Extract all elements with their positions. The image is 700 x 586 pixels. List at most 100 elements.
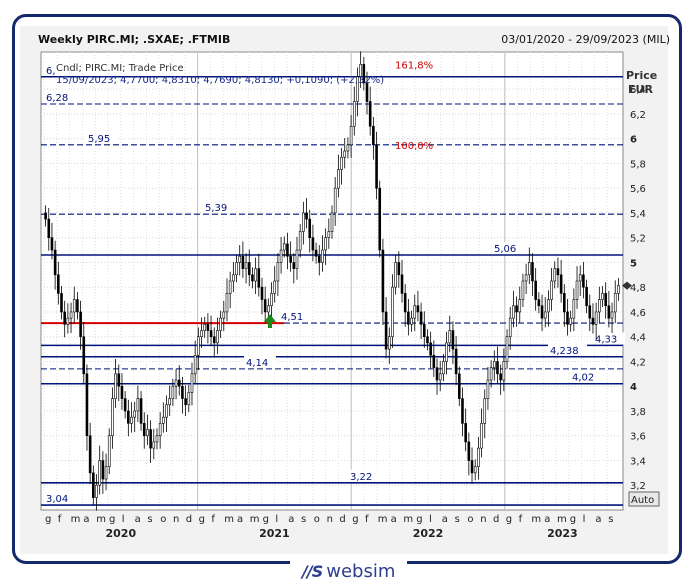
candle-body <box>483 398 487 424</box>
x-month-label: g <box>199 514 205 525</box>
level-label-bg <box>593 332 625 345</box>
y-tick-label: 3,8 <box>630 407 646 418</box>
x-month-label: f <box>211 514 215 525</box>
candle-body <box>101 460 105 480</box>
candle-body <box>531 262 534 282</box>
candle-body <box>540 305 544 319</box>
candle-body <box>177 379 181 387</box>
candle-body <box>598 299 601 313</box>
last-price-marker <box>622 281 632 290</box>
candle-body <box>193 354 197 375</box>
candle-body <box>410 317 413 325</box>
candle-body <box>241 255 245 269</box>
candle-body <box>85 373 89 437</box>
x-month-label: d <box>493 514 499 525</box>
x-month-label: a <box>595 514 601 525</box>
candle-body <box>327 231 331 238</box>
candle-body <box>337 169 340 189</box>
auto-button-label: Auto <box>631 495 654 506</box>
candle-body <box>505 336 509 362</box>
x-month-label: l <box>429 514 432 525</box>
candle-body <box>448 330 452 344</box>
x-month-label: o <box>314 514 320 525</box>
candle-body <box>127 410 130 424</box>
x-month-label: a <box>237 514 243 525</box>
y-tick-label: 6,4 <box>630 85 646 96</box>
candle-body <box>184 398 187 406</box>
candle-body <box>72 299 76 313</box>
x-month-label: m <box>250 514 260 525</box>
y-tick-label: 5 <box>630 258 637 269</box>
candle-body <box>486 379 490 399</box>
level-label: 3,04 <box>46 494 68 505</box>
candle-body <box>238 255 242 263</box>
level-label: 4,238 <box>550 346 579 357</box>
level-label-bg <box>348 469 380 482</box>
candle-body <box>518 299 522 313</box>
candle-body <box>53 249 57 276</box>
x-month-label: s <box>301 514 306 525</box>
y-tick-label: 3,2 <box>630 481 646 492</box>
level-label-bg <box>44 63 62 76</box>
candle-body <box>302 212 305 232</box>
candle-body <box>63 311 66 325</box>
y-tick-label: 4,6 <box>630 308 646 319</box>
candle-body <box>461 398 464 424</box>
candle-body <box>470 460 474 474</box>
candle-body <box>257 268 261 288</box>
x-month-label: m <box>224 514 234 525</box>
candle-body <box>429 342 432 356</box>
candle-body <box>57 274 60 294</box>
candle-body <box>292 262 296 269</box>
candle-body <box>464 423 467 443</box>
auto-button[interactable]: Auto <box>628 491 660 507</box>
candle-body <box>162 416 165 424</box>
websim-mark-icon: //S <box>302 561 323 581</box>
level-label-bg <box>44 492 76 505</box>
candle-body <box>422 324 426 338</box>
candle-body <box>219 317 222 331</box>
candle-body <box>394 262 397 288</box>
candle-body <box>457 373 461 399</box>
candle-body <box>247 262 251 276</box>
candle-body <box>362 64 366 84</box>
level-label-bg <box>548 343 587 356</box>
candle-body <box>543 311 547 319</box>
candle-body <box>454 348 458 375</box>
candle-body <box>413 305 417 319</box>
candle-body <box>346 144 350 152</box>
x-month-label: m <box>531 514 541 525</box>
candle-body <box>403 293 407 313</box>
candle-body <box>610 311 614 319</box>
websim-brand: websim <box>326 560 396 582</box>
candle-body <box>66 317 70 325</box>
candle-body <box>333 187 337 214</box>
candle-body <box>391 286 394 338</box>
level-lines: 6, 6,28 5,95 5,39 5,06 4,51 4,33 4,238 4,14 4,02 3… <box>41 60 625 506</box>
candle-body <box>585 286 588 307</box>
x-month-label: a <box>135 514 141 525</box>
x-month-label: g <box>109 514 115 525</box>
x-month-label: m <box>557 514 567 525</box>
candle-body <box>114 373 117 399</box>
candle-body <box>492 361 496 368</box>
x-month-label: a <box>83 514 89 525</box>
candle-body <box>282 243 286 251</box>
candle-body <box>244 262 248 269</box>
candle-body <box>232 274 235 282</box>
y-tick-label: 5,4 <box>630 209 646 220</box>
candle-body <box>149 429 152 449</box>
candle-body <box>171 385 175 399</box>
candle-body <box>298 231 302 251</box>
candle-body <box>553 268 557 282</box>
price-axis-label: Price <box>626 69 657 82</box>
level-label-bg <box>44 90 76 103</box>
candle-body <box>582 274 585 288</box>
websim-logo: //S websim <box>290 559 408 583</box>
y-tick-label: 3,4 <box>630 456 646 467</box>
level-label: 6, <box>46 66 56 77</box>
x-year-label: 2021 <box>259 527 290 540</box>
x-month-label: m <box>403 514 413 525</box>
candle-body <box>438 373 442 381</box>
